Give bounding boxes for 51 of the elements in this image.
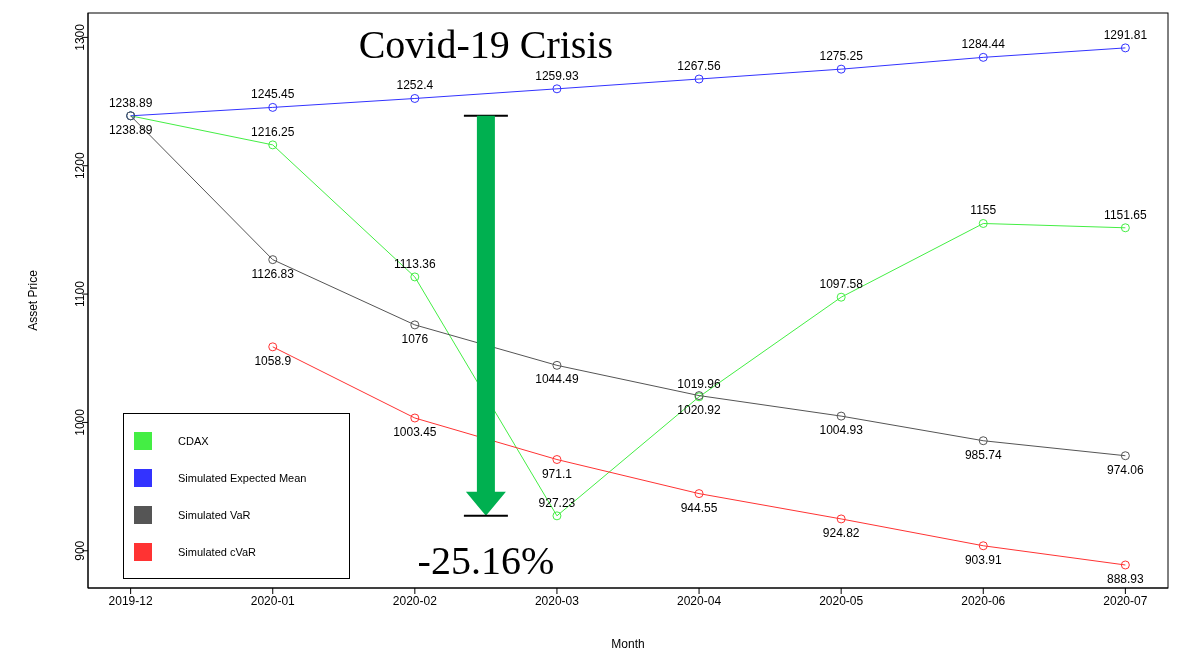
- data-label: 1019.96: [677, 376, 722, 391]
- y-tick-label: 900: [73, 540, 88, 561]
- data-label: 924.82: [822, 525, 860, 540]
- x-tick-label: 2020-04: [677, 593, 722, 608]
- data-label: 1020.92: [677, 402, 722, 417]
- x-tick-label: 2020-06: [961, 593, 1006, 608]
- y-tick-label: 1100: [73, 280, 88, 307]
- x-tick-label: 2020-03: [534, 593, 580, 608]
- x-tick-label: 2020-01: [250, 593, 296, 608]
- data-label: 927.23: [538, 495, 576, 510]
- data-label: 1076: [401, 331, 429, 346]
- data-label: 903.91: [964, 552, 1002, 567]
- data-label: 944.55: [680, 500, 718, 515]
- data-label: 1252.4: [396, 78, 434, 93]
- data-label: 1245.45: [251, 87, 295, 102]
- x-axis-title: Month: [611, 637, 645, 651]
- y-axis-title: Asset Price: [26, 269, 41, 331]
- data-label: 1003.45: [393, 425, 437, 439]
- data-label: 971.1: [541, 466, 573, 481]
- data-label: 985.74: [964, 447, 1002, 462]
- data-label: 1291.81: [1103, 27, 1148, 42]
- y-tick-label: 1200: [73, 152, 88, 180]
- x-tick-label: 2020-07: [1103, 593, 1148, 608]
- legend-label: CDAX: [178, 435, 209, 447]
- annotation: Covid-19 Crisis: [358, 22, 614, 67]
- data-label: 1275.25: [819, 49, 864, 64]
- annotation: -25.16%: [417, 537, 555, 583]
- data-label: 1238.89: [108, 122, 153, 137]
- data-label: 888.93: [1107, 571, 1145, 586]
- data-label: 1113.36: [394, 256, 436, 271]
- legend-label: Simulated VaR: [178, 509, 251, 521]
- data-label: 1097.58: [819, 277, 864, 292]
- data-label: 1284.44: [961, 37, 1006, 52]
- data-label: 1155: [970, 203, 997, 218]
- data-label: 1267.56: [677, 59, 722, 74]
- data-label: 974.06: [1107, 462, 1145, 477]
- data-label: 1058.9: [254, 353, 292, 368]
- data-label: 1259.93: [535, 68, 579, 83]
- data-label: 1126.83: [251, 266, 295, 281]
- x-tick-label: 2020-05: [819, 593, 864, 608]
- y-tick-label: 1000: [73, 408, 88, 436]
- legend-label: Simulated Expected Mean: [178, 472, 307, 484]
- data-label: 1004.93: [819, 423, 864, 438]
- x-tick-label: 2020-02: [392, 593, 438, 608]
- x-tick-label: 2019-12: [108, 593, 153, 608]
- legend-label: Simulated cVaR: [178, 546, 257, 558]
- data-label: 1044.49: [535, 372, 579, 387]
- data-label: 1216.25: [251, 124, 295, 139]
- data-label: 1238.89: [108, 95, 153, 110]
- y-tick-label: 1300: [73, 23, 88, 51]
- data-label: 1151.65: [1104, 207, 1147, 222]
